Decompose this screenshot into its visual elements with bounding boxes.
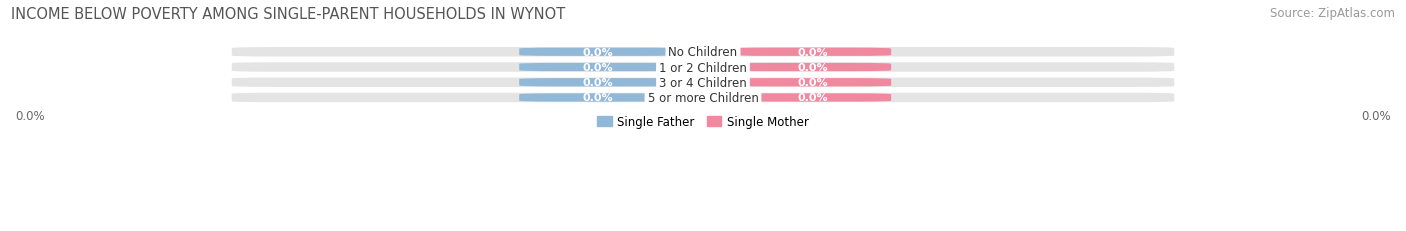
Text: 0.0%: 0.0% bbox=[582, 93, 613, 103]
FancyBboxPatch shape bbox=[232, 93, 1174, 103]
FancyBboxPatch shape bbox=[519, 49, 676, 57]
FancyBboxPatch shape bbox=[519, 94, 676, 102]
Text: No Children: No Children bbox=[668, 46, 738, 59]
FancyBboxPatch shape bbox=[232, 63, 1174, 72]
Legend: Single Father, Single Mother: Single Father, Single Mother bbox=[593, 111, 813, 133]
Text: 5 or more Children: 5 or more Children bbox=[648, 91, 758, 104]
Text: 1 or 2 Children: 1 or 2 Children bbox=[659, 61, 747, 74]
FancyBboxPatch shape bbox=[232, 78, 1174, 88]
Text: 0.0%: 0.0% bbox=[582, 48, 613, 58]
Text: 0.0%: 0.0% bbox=[582, 78, 613, 88]
FancyBboxPatch shape bbox=[734, 79, 891, 87]
Text: 0.0%: 0.0% bbox=[797, 93, 828, 103]
Text: Source: ZipAtlas.com: Source: ZipAtlas.com bbox=[1270, 7, 1395, 20]
FancyBboxPatch shape bbox=[734, 94, 891, 102]
FancyBboxPatch shape bbox=[519, 79, 676, 87]
Text: 0.0%: 0.0% bbox=[797, 78, 828, 88]
Text: 0.0%: 0.0% bbox=[582, 63, 613, 73]
Text: INCOME BELOW POVERTY AMONG SINGLE-PARENT HOUSEHOLDS IN WYNOT: INCOME BELOW POVERTY AMONG SINGLE-PARENT… bbox=[11, 7, 565, 22]
FancyBboxPatch shape bbox=[519, 64, 676, 72]
FancyBboxPatch shape bbox=[734, 64, 891, 72]
Text: 0.0%: 0.0% bbox=[797, 48, 828, 58]
Text: 3 or 4 Children: 3 or 4 Children bbox=[659, 76, 747, 89]
FancyBboxPatch shape bbox=[734, 49, 891, 57]
FancyBboxPatch shape bbox=[232, 48, 1174, 57]
Text: 0.0%: 0.0% bbox=[797, 63, 828, 73]
